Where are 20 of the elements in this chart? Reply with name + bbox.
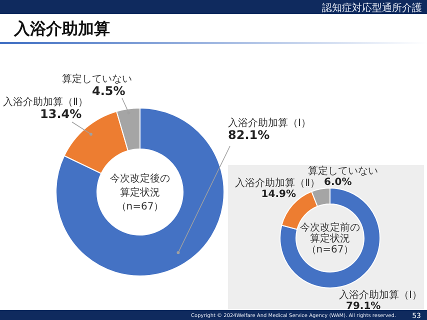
text: 今次改定前の bbox=[300, 222, 360, 234]
slice-label: 入浴介助加算（Ⅰ） bbox=[228, 117, 311, 129]
data-label: 6.0% bbox=[324, 177, 352, 188]
text: 今次改定後の bbox=[110, 172, 170, 184]
slice-label: 算定していない bbox=[308, 165, 378, 177]
data-label: 14.9% bbox=[261, 189, 296, 200]
slice-label: 入浴介助加算（Ⅱ） bbox=[235, 177, 320, 189]
data-label: 13.4% bbox=[40, 107, 82, 121]
text: 認知症対応型通所介護 bbox=[322, 2, 422, 14]
text: （n=67） bbox=[306, 244, 354, 256]
text: 算定状況 bbox=[310, 232, 350, 244]
text: 算定状況 bbox=[120, 186, 160, 198]
data-label: 4.5% bbox=[92, 84, 126, 98]
data-label: 79.1% bbox=[346, 301, 381, 312]
chart-title: 入浴介助加算 bbox=[13, 19, 110, 38]
text: （n=67） bbox=[116, 202, 164, 212]
slice-label: 入浴介助加算（Ⅱ） bbox=[3, 96, 88, 108]
slice-label: 入浴介助加算（Ⅰ） bbox=[339, 289, 422, 301]
data-label: 82.1% bbox=[228, 128, 270, 142]
slice-label: 算定していない bbox=[62, 73, 132, 85]
